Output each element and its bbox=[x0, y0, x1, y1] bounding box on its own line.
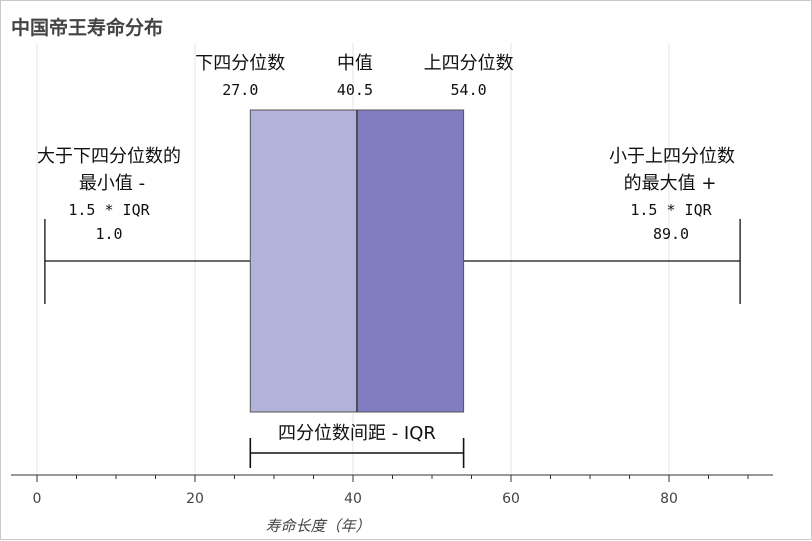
q1-label: 27.0 bbox=[222, 81, 258, 99]
q3-label: 上四分位数 bbox=[424, 53, 514, 74]
median-label: 中值 bbox=[337, 53, 373, 74]
upper-whisker-label: 89.0 bbox=[653, 225, 689, 243]
upper-whisker-label: 小于上四分位数 bbox=[609, 146, 735, 167]
x-tick-label: 0 bbox=[33, 491, 42, 507]
x-tick-label: 60 bbox=[502, 491, 520, 507]
x-axis-title: 寿命长度（年） bbox=[265, 517, 370, 535]
lower-whisker-label: 1.0 bbox=[95, 225, 122, 243]
x-tick-label: 80 bbox=[660, 491, 678, 507]
q1-label: 下四分位数 bbox=[195, 53, 285, 74]
upper-whisker-label: 的最大值 + bbox=[624, 173, 717, 194]
lower-whisker-label: 1.5 * IQR bbox=[68, 201, 150, 219]
upper-whisker-label: 1.5 * IQR bbox=[630, 201, 712, 219]
median-label: 40.5 bbox=[337, 81, 373, 99]
x-tick-label: 40 bbox=[344, 491, 362, 507]
lower-whisker-label: 最小值 - bbox=[79, 173, 145, 194]
q3-label: 54.0 bbox=[451, 81, 487, 99]
x-tick-label: 20 bbox=[186, 491, 204, 507]
lower-whisker-label: 大于下四分位数的 bbox=[37, 146, 181, 167]
upper-box bbox=[356, 109, 465, 413]
lower-box bbox=[249, 109, 358, 413]
iqr-label: 四分位数间距 - IQR bbox=[278, 423, 436, 444]
chart-title: 中国帝王寿命分布 bbox=[11, 17, 164, 39]
